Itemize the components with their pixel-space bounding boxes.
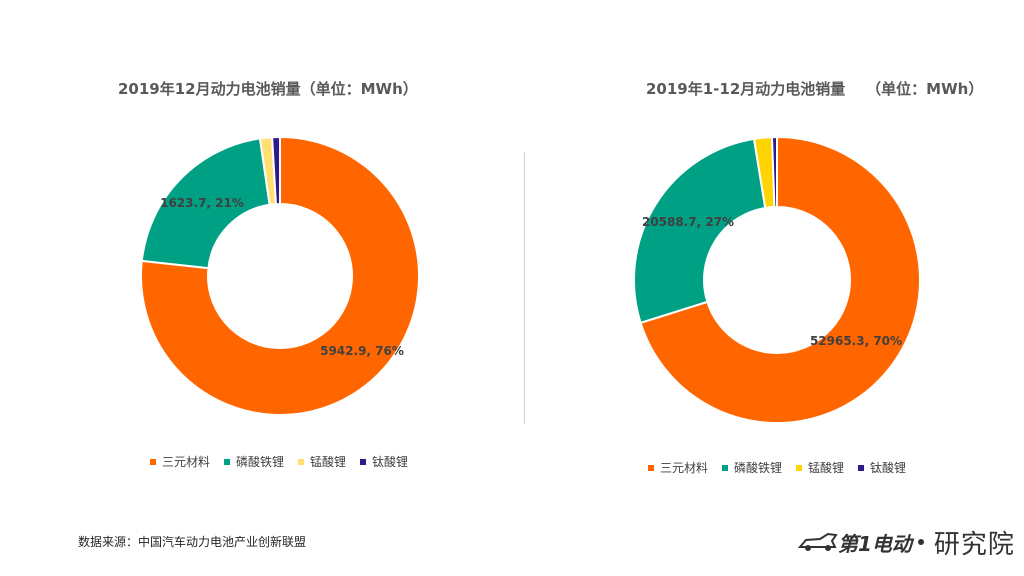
- legend-swatch: [858, 464, 865, 471]
- legend-item: 三元材料: [648, 459, 708, 476]
- legend-label: 三元材料: [660, 461, 709, 475]
- legend-item: 钛酸锂: [360, 453, 408, 470]
- data-label: 20588.7, 27%: [642, 215, 734, 229]
- logo-text: 研究院: [933, 529, 1015, 560]
- data-label: 5942.9, 76%: [320, 344, 404, 358]
- legend-item: 磷酸铁锂: [224, 453, 284, 470]
- data-label: 1623.7, 21%: [160, 196, 244, 210]
- donut-slice: [140, 137, 271, 270]
- legend-item: 磷酸铁锂: [722, 459, 782, 476]
- legend-annual: 三元材料 磷酸铁锂 锰酸锂 钛酸锂: [648, 459, 920, 476]
- legend-label: 磷酸铁锂: [734, 461, 783, 475]
- donut-chart-annual: 52965.3, 70% 20588.7, 27%: [633, 135, 921, 424]
- logo-separator-dot: [917, 539, 924, 545]
- data-source: 数据来源：中国汽车动力电池产业创新联盟: [78, 535, 307, 549]
- chart-title-december: 2019年12月动力电池销量（单位：MWh）: [118, 80, 418, 98]
- legend-label: 钛酸锂: [372, 455, 409, 469]
- donut-chart-december: 5942.9, 76% 1623.7, 21%: [140, 135, 420, 416]
- legend-label: 锰酸锂: [808, 461, 845, 475]
- car-icon: [798, 532, 838, 551]
- legend-label: 钛酸锂: [870, 461, 907, 475]
- legend-label: 磷酸铁锂: [236, 455, 285, 469]
- legend-label: 三元材料: [162, 455, 211, 469]
- divider: [524, 152, 525, 424]
- legend-swatch: [796, 464, 803, 471]
- donut-slice: [140, 135, 420, 416]
- legend-swatch: [224, 458, 231, 465]
- donut-slice: [633, 137, 767, 325]
- logo-mark: 第1电动: [838, 531, 912, 556]
- legend-item: 钛酸锂: [858, 459, 906, 476]
- legend-swatch: [150, 458, 156, 465]
- donut-slice: [271, 135, 281, 206]
- legend-label: 锰酸锂: [310, 455, 347, 469]
- legend-item: 锰酸锂: [298, 453, 346, 470]
- legend-item: 锰酸锂: [796, 459, 844, 476]
- chart-title-annual: 2019年1-12月动力电池销量 （单位：MWh）: [646, 80, 984, 98]
- legend-item: 三元材料: [150, 453, 210, 470]
- legend-swatch: [648, 464, 654, 471]
- brand-logo: 第1电动 研究院: [798, 524, 1015, 560]
- donut-slice: [639, 135, 921, 424]
- legend-swatch: [722, 464, 729, 471]
- donut-slice: [770, 135, 778, 209]
- legend-swatch: [298, 458, 305, 465]
- legend-december: 三元材料 磷酸铁锂 锰酸锂 钛酸锂: [150, 453, 422, 470]
- legend-swatch: [360, 458, 367, 465]
- data-label: 52965.3, 70%: [810, 334, 902, 348]
